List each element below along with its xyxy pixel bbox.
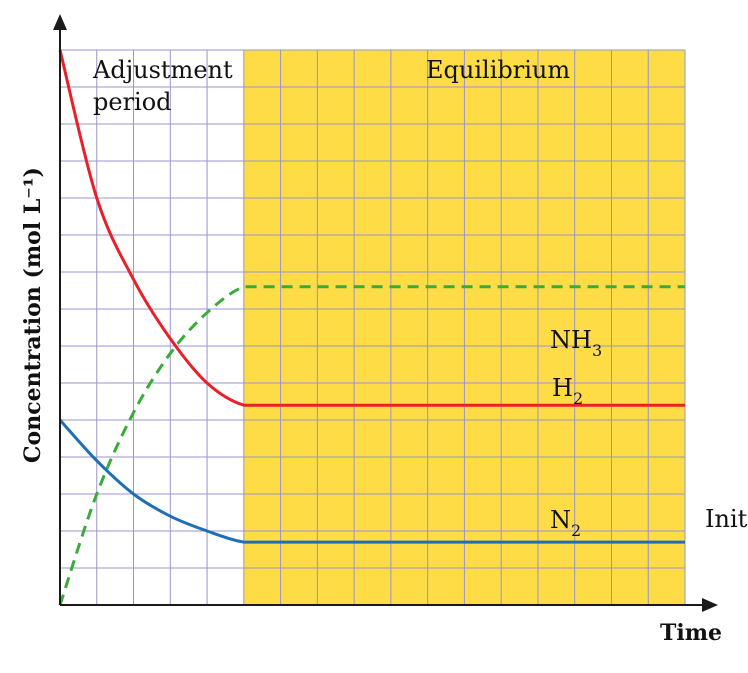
annotation-text: Initi xyxy=(705,505,748,533)
region-label-equilibrium: Equilibrium xyxy=(426,56,570,84)
y-axis-title: Concentration (mol L⁻¹) xyxy=(20,167,46,463)
series-line-nh3 xyxy=(58,285,685,606)
text-labels: Adjustment period Equilibrium NH3 H2 N2 Initi T… xyxy=(20,56,748,646)
series-line-n2 xyxy=(58,418,685,544)
series-lines xyxy=(58,49,685,606)
axes xyxy=(53,14,718,612)
series-label-n2: N2 xyxy=(550,506,581,540)
region-background-0 xyxy=(60,50,244,605)
y-axis-arrow-icon xyxy=(53,14,67,30)
x-axis-arrow-icon xyxy=(702,598,718,612)
x-axis-title: Time xyxy=(660,620,722,646)
series-line-h2 xyxy=(58,49,685,407)
region-label-adjustment: Adjustment xyxy=(92,56,233,84)
series-label-nh3: NH3 xyxy=(550,326,602,360)
series-label-h2: H2 xyxy=(552,374,583,408)
region-label-period: period xyxy=(93,88,172,116)
